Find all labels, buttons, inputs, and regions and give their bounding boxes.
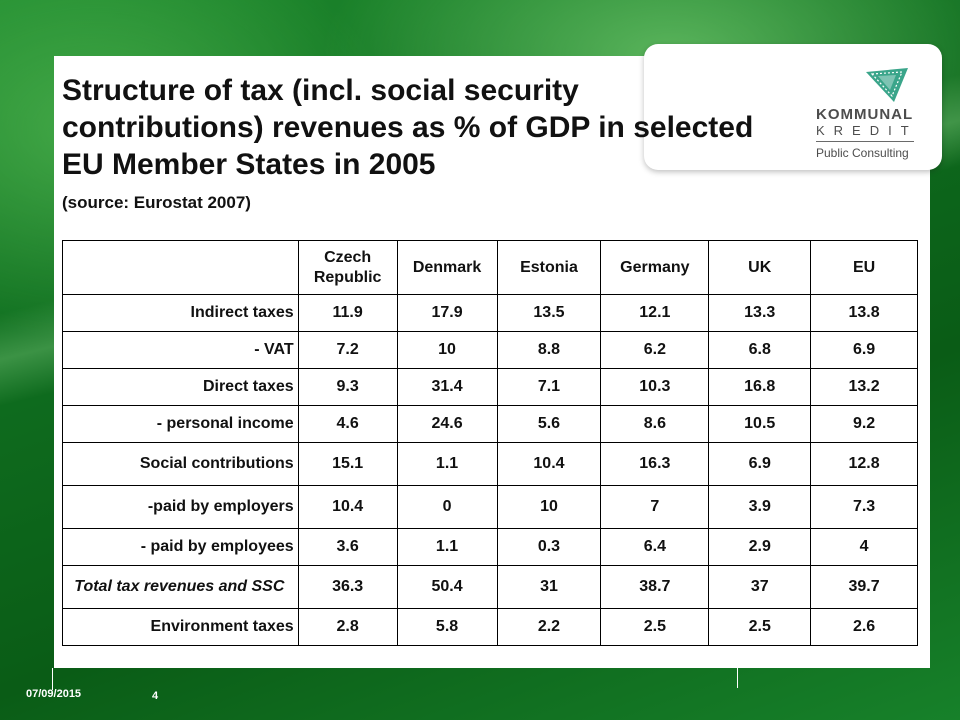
table-cell: 13.3 [708,294,812,332]
table-cell: 0.3 [496,528,602,566]
table-cell: 13.8 [810,294,918,332]
table-cell: 5.6 [496,405,602,443]
table-cell: 7.1 [496,368,602,406]
table-cell: 16.8 [708,368,812,406]
footer-date: 07/09/2015 [26,688,82,700]
row-label: Social contributions [62,442,299,486]
table-cell: 13.2 [810,368,918,406]
table-cell: 17.9 [396,294,498,332]
logo-divider [816,141,914,142]
table-cell: 1.1 [396,442,498,486]
table-row: Total tax revenues and SSC 36.3 50.4 31 … [62,565,918,609]
tax-structure-table: Czech Republic Denmark Estonia Germany U… [62,240,918,646]
table-cell: 0 [396,485,498,529]
table-cell: 1.1 [396,528,498,566]
table-cell: 2.5 [708,608,812,646]
row-label: Direct taxes [62,368,299,406]
table-header-row: Czech Republic Denmark Estonia Germany U… [62,240,918,295]
table-cell: 13.5 [496,294,602,332]
row-label: - personal income [62,405,299,443]
footer-divider-left [52,668,53,690]
table-cell: 2.8 [297,608,398,646]
header-cell-uk: UK [708,240,812,295]
logo-panel [644,44,942,170]
table-cell: 10.4 [297,485,398,529]
table-cell: 2.6 [810,608,918,646]
table-cell: 10 [496,485,602,529]
header-cell-eu: EU [810,240,918,295]
table-cell: 2.9 [708,528,812,566]
logo-triangle-icon [866,68,908,102]
row-label: -paid by employers [62,485,299,529]
row-label: Environment taxes [62,608,299,646]
table-cell: 12.8 [810,442,918,486]
table-cell: 24.6 [396,405,498,443]
table-cell: 3.9 [708,485,812,529]
table-row: - personal income 4.6 24.6 5.6 8.6 10.5 … [62,405,918,443]
page-number: 4 [152,690,159,702]
logo-text-kredit: KREDIT [816,123,918,138]
logo-text-public-consulting: Public Consulting [816,146,909,160]
header-cell-denmark: Denmark [396,240,498,295]
table-cell: 7.2 [297,331,398,369]
table-cell: 7 [600,485,710,529]
table-cell: 15.1 [297,442,398,486]
header-cell-germany: Germany [600,240,710,295]
table-cell: 6.8 [708,331,812,369]
row-label: Indirect taxes [62,294,299,332]
table-cell: 5.8 [396,608,498,646]
footer-divider-right [737,668,738,688]
kommunalkredit-logo: KOMMUNAL KREDIT Public Consulting [816,68,926,170]
header-cell-czech-republic: Czech Republic [297,240,398,295]
table-cell: 11.9 [297,294,398,332]
table-cell: 10.4 [496,442,602,486]
logo-text-kommunal: KOMMUNAL [816,106,914,123]
source-note: (source: Eurostat 2007) [62,193,251,212]
table-cell: 6.9 [708,442,812,486]
table-cell: 16.3 [600,442,710,486]
table-cell: 6.9 [810,331,918,369]
table-row: - paid by employees 3.6 1.1 0.3 6.4 2.9 … [62,528,918,566]
table-cell: 2.5 [600,608,710,646]
table-cell: 31.4 [396,368,498,406]
table-cell: 2.2 [496,608,602,646]
table-row: Environment taxes 2.8 5.8 2.2 2.5 2.5 2.… [62,608,918,646]
slide-title: Structure of tax (incl. social security … [62,74,754,181]
table-row: - VAT 7.2 10 8.8 6.2 6.8 6.9 [62,331,918,369]
table-cell: 4.6 [297,405,398,443]
header-cell-empty [62,240,299,295]
table-cell: 9.3 [297,368,398,406]
table-cell: 9.2 [810,405,918,443]
row-label: - paid by employees [62,528,299,566]
table-cell: 36.3 [297,565,398,609]
table-cell: 4 [810,528,918,566]
table-cell: 6.2 [600,331,710,369]
table-cell: 10 [396,331,498,369]
table-cell: 10.3 [600,368,710,406]
table-cell: 8.6 [600,405,710,443]
table-cell: 31 [496,565,602,609]
table-row: Indirect taxes 11.9 17.9 13.5 12.1 13.3 … [62,294,918,332]
table-cell: 50.4 [396,565,498,609]
table-cell: 38.7 [600,565,710,609]
table-row: Direct taxes 9.3 31.4 7.1 10.3 16.8 13.2 [62,368,918,406]
table-cell: 39.7 [810,565,918,609]
row-label: - VAT [62,331,299,369]
table-cell: 10.5 [708,405,812,443]
row-label: Total tax revenues and SSC [62,565,299,609]
table-cell: 8.8 [496,331,602,369]
header-cell-estonia: Estonia [496,240,602,295]
table-row: Social contributions 15.1 1.1 10.4 16.3 … [62,442,918,486]
table-cell: 3.6 [297,528,398,566]
table-cell: 6.4 [600,528,710,566]
table-cell: 12.1 [600,294,710,332]
table-cell: 37 [708,565,812,609]
table-row: -paid by employers 10.4 0 10 7 3.9 7.3 [62,485,918,529]
table-cell: 7.3 [810,485,918,529]
